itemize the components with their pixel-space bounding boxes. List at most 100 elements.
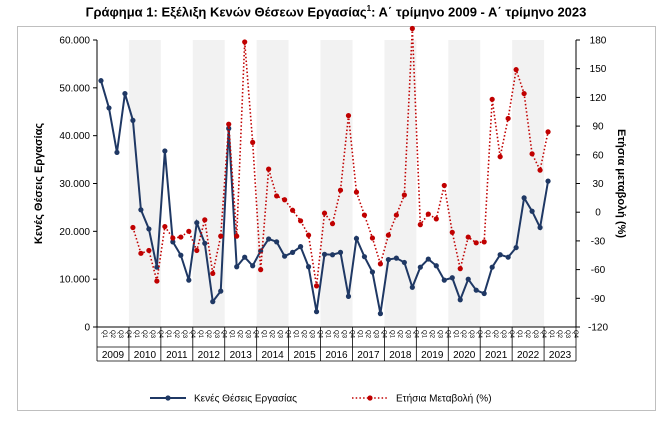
data-point-annual-change	[345, 112, 352, 119]
data-point-vacancies	[138, 207, 144, 213]
y-tick-label: 40.000	[59, 131, 90, 142]
chart-title-rest: : Α΄ τρίμηνο 2009 - Α΄ τρίμηνο 2023	[371, 4, 587, 20]
data-point-annual-change	[497, 154, 503, 160]
data-point-vacancies	[409, 284, 415, 290]
y2-axis-title: Ετήσια μεταβολή (%)	[615, 129, 627, 238]
data-point-vacancies	[497, 252, 503, 258]
data-point-vacancies	[353, 235, 360, 242]
data-point-annual-change	[289, 207, 296, 213]
x-year-label: 2015	[293, 350, 316, 361]
x-quarter-label: Q4	[285, 330, 291, 339]
data-point-vacancies	[473, 287, 479, 293]
x-year-label: 2019	[421, 350, 444, 361]
x-quarter-label: Q2	[428, 330, 434, 339]
x-quarter-label: Q1	[452, 330, 458, 339]
data-point-annual-change	[369, 235, 376, 241]
data-point-annual-change	[313, 283, 320, 289]
legend-marker-vacancies	[165, 395, 171, 401]
data-point-vacancies	[401, 259, 407, 266]
x-year-label: 2013	[230, 350, 253, 361]
x-year-label: 2018	[389, 350, 412, 361]
data-point-annual-change	[449, 229, 455, 235]
x-quarter-label: Q2	[141, 330, 147, 339]
data-point-annual-change	[417, 222, 423, 228]
data-point-annual-change	[505, 115, 511, 122]
x-quarter-label: Q2	[556, 330, 562, 339]
y2-tick-label: 150	[590, 64, 607, 75]
data-point-vacancies	[234, 264, 240, 270]
x-quarter-label: Q2	[364, 330, 370, 339]
data-point-vacancies	[266, 236, 272, 242]
x-quarter-label: Q3	[404, 330, 410, 339]
x-quarter-label: Q3	[372, 330, 378, 339]
x-quarter-label: Q2	[109, 330, 115, 339]
data-point-vacancies	[154, 264, 160, 270]
data-point-vacancies	[289, 249, 296, 255]
chart-title-sup: 1	[366, 4, 372, 13]
data-point-annual-change	[521, 90, 527, 97]
y2-tick-label: -60	[591, 265, 606, 276]
year-band	[256, 40, 289, 327]
x-quarter-label: Q3	[277, 330, 283, 339]
y2-tick-label: 180	[590, 36, 607, 47]
data-point-vacancies	[521, 195, 527, 201]
y-tick-label: 20.000	[59, 227, 90, 238]
x-year-label: 2010	[134, 350, 157, 361]
x-year-label: 2020	[453, 350, 476, 361]
data-point-vacancies	[170, 239, 176, 245]
data-point-annual-change	[393, 212, 399, 218]
x-quarter-label: Q4	[540, 330, 546, 339]
data-point-vacancies	[202, 240, 208, 246]
data-point-vacancies	[377, 311, 384, 317]
x-quarter-label: Q2	[396, 330, 402, 339]
data-point-annual-change	[210, 270, 216, 277]
data-point-annual-change	[226, 121, 232, 127]
data-point-vacancies	[441, 277, 447, 283]
data-point-annual-change	[433, 216, 439, 222]
year-band	[192, 40, 225, 327]
year-band	[448, 40, 481, 327]
data-point-annual-change	[529, 151, 535, 157]
data-point-vacancies	[361, 254, 368, 260]
data-point-vacancies	[449, 275, 455, 281]
data-point-annual-change	[353, 189, 360, 195]
data-point-annual-change	[162, 223, 168, 230]
x-quarter-label: Q4	[125, 330, 131, 339]
x-year-label: 2014	[262, 350, 285, 361]
data-point-annual-change	[234, 233, 240, 239]
y2-tick-label: 0	[595, 208, 601, 219]
data-point-annual-change	[194, 247, 200, 254]
y-tick-label: 0	[84, 323, 90, 334]
x-quarter-label: Q4	[253, 330, 259, 339]
data-point-vacancies	[297, 244, 304, 250]
data-point-annual-change	[242, 39, 248, 45]
x-quarter-label: Q3	[245, 330, 251, 339]
y2-tick-label: -30	[591, 236, 606, 247]
x-year-label: 2023	[549, 350, 572, 361]
data-point-annual-change	[186, 228, 192, 234]
x-quarter-label: Q1	[197, 330, 203, 339]
year-band	[512, 40, 545, 327]
x-quarter-label: Q3	[149, 330, 155, 339]
data-point-annual-change	[401, 192, 407, 198]
data-point-annual-change	[337, 187, 344, 193]
data-point-vacancies	[489, 264, 495, 270]
legend-label-vacancies: Κενές Θέσεις Εργασίας	[194, 393, 297, 405]
data-point-vacancies	[250, 263, 256, 269]
data-point-annual-change	[481, 239, 487, 245]
data-point-annual-change	[154, 278, 160, 284]
data-point-annual-change	[545, 129, 551, 135]
x-quarter-label: Q2	[301, 330, 307, 339]
data-point-annual-change	[146, 247, 152, 254]
chart-frame	[17, 26, 656, 411]
x-year-label: 2022	[517, 350, 540, 361]
data-point-annual-change	[441, 182, 447, 189]
chart-title: Γράφημα 1: Εξέλιξη Κενών Θέσεων Εργασίας…	[0, 4, 672, 19]
x-quarter-label: Q3	[436, 330, 442, 339]
data-point-annual-change	[170, 235, 176, 241]
x-quarter-label: Q1	[548, 330, 554, 339]
x-quarter-label: Q4	[572, 330, 578, 339]
data-point-annual-change	[178, 234, 184, 240]
data-point-annual-change	[202, 217, 208, 223]
data-point-vacancies	[545, 178, 551, 184]
